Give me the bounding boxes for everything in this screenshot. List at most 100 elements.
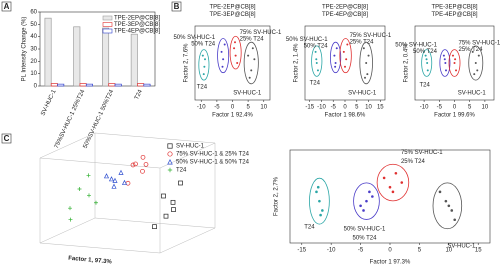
legend-label: 50% SV-HUC-1 & 50% T24: [176, 160, 250, 166]
point: [442, 54, 445, 57]
point: [236, 62, 239, 64]
point: [203, 65, 206, 68]
cluster-ellipse: [359, 41, 373, 85]
point: [130, 162, 136, 168]
cluster-label: 50% T24: [304, 44, 329, 50]
bar: [102, 27, 110, 87]
point: [443, 58, 446, 61]
y-axis-label: PL Intensity Change (%): [22, 17, 28, 82]
x-tick-label: -10: [317, 105, 326, 111]
point: [368, 190, 371, 194]
box-edge: [159, 142, 216, 169]
legend-label: TPE-4EP@CB[8]: [114, 29, 160, 35]
point: [112, 177, 118, 183]
point: [94, 200, 98, 205]
x-tick-label: -15: [305, 105, 314, 111]
box-edge: [94, 217, 216, 229]
cluster-label: T24: [310, 81, 321, 87]
chart-title: TPE-4EP@CB[8]: [431, 12, 477, 18]
x-tick-label: -15: [297, 248, 306, 254]
panel-label: B: [174, 2, 180, 11]
bar: [73, 26, 81, 87]
x-tick-label: -10: [420, 105, 429, 111]
point: [364, 76, 366, 79]
point: [178, 180, 183, 186]
point: [251, 47, 254, 50]
point: [170, 199, 176, 205]
y-tick-label: 30: [30, 47, 37, 53]
point: [77, 187, 82, 191]
point: [140, 154, 146, 160]
x-tick-label: 75%SV-HUC-1 25%T24: [54, 88, 87, 149]
point: [335, 47, 338, 50]
point: [333, 54, 336, 57]
point: [362, 47, 365, 50]
cluster-ellipse: [229, 35, 242, 70]
point: [382, 176, 386, 180]
cluster-label: 25% T24: [240, 37, 265, 43]
panel-box: [171, 1, 182, 12]
point: [319, 213, 322, 217]
cluster-label: 50% SV-HUC-1: [395, 43, 437, 49]
x-tick-label: 15: [377, 105, 384, 111]
y-tick-label: 0: [34, 84, 38, 90]
point: [451, 54, 454, 57]
point: [438, 190, 442, 194]
point: [314, 50, 317, 53]
point: [454, 58, 457, 61]
bar: [85, 83, 93, 87]
point: [425, 58, 428, 61]
point: [161, 193, 166, 199]
x-tick-label: 5: [246, 105, 250, 111]
point: [108, 176, 115, 182]
point: [121, 179, 128, 185]
point: [453, 218, 457, 222]
chart-title: TPE-3EP@CB[8]: [209, 12, 255, 18]
cluster-label: 50% SV-HUC-1: [344, 227, 386, 233]
point: [444, 69, 447, 72]
legend-swatch: [102, 28, 113, 34]
cluster-label: T24: [304, 225, 315, 231]
point: [315, 190, 318, 194]
bar: [108, 83, 116, 87]
x-tick-label: -5: [331, 105, 337, 111]
point: [140, 168, 145, 174]
point: [362, 209, 365, 212]
cluster-label: 50% SV-HUC-1: [286, 37, 328, 43]
point: [371, 195, 374, 198]
cluster-label: SV-HUC-1: [458, 91, 487, 97]
x-tick-label: 50%SV-HUC-1 50%T24: [83, 88, 116, 149]
x-axis-label: Factor 1 98.6%: [325, 113, 366, 119]
chart-title: TPE-2EP@CB[8]: [209, 5, 255, 11]
point: [334, 65, 337, 68]
x-tick-label: 0: [231, 105, 235, 111]
legend-label: TPE-3EP@CB[8]: [114, 22, 160, 28]
point: [424, 54, 427, 57]
cluster-label: 25% T24: [401, 159, 426, 165]
point: [221, 65, 224, 68]
legend-marker: [167, 143, 173, 149]
point: [400, 181, 404, 184]
point: [444, 62, 447, 64]
panel-label: C: [4, 134, 10, 143]
bar: [57, 83, 65, 87]
bar: [44, 17, 52, 87]
cluster-label: T24: [420, 83, 431, 89]
point: [444, 199, 448, 203]
point: [171, 207, 176, 212]
point: [342, 50, 345, 53]
y-tick-label: 10: [30, 71, 37, 77]
legend-label: SV-HUC-1: [176, 144, 205, 150]
cluster-label: 50% T24: [413, 49, 438, 55]
panel-box: [1, 1, 12, 12]
point: [365, 199, 368, 203]
point: [474, 62, 477, 64]
point: [68, 217, 73, 222]
x-tick-label: -10: [197, 105, 206, 111]
point: [334, 62, 337, 64]
x-axis-label: Factor 1 92.4%: [212, 113, 253, 119]
point: [201, 54, 204, 57]
cluster-ellipse: [353, 182, 380, 220]
point: [234, 41, 236, 44]
x-tick-label: -10: [327, 248, 336, 254]
